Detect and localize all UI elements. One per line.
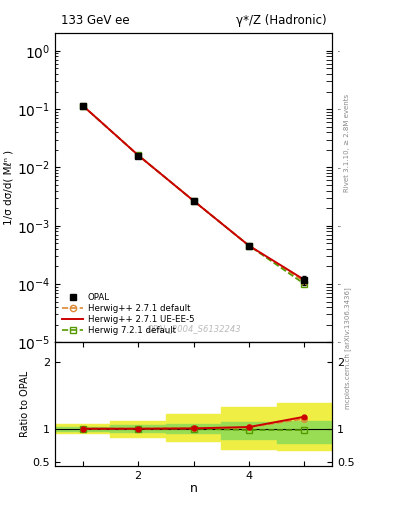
Text: γ*/Z (Hadronic): γ*/Z (Hadronic) bbox=[236, 14, 327, 27]
X-axis label: n: n bbox=[189, 482, 198, 495]
Text: Rivet 3.1.10, ≥ 2.8M events: Rivet 3.1.10, ≥ 2.8M events bbox=[344, 94, 350, 193]
Y-axis label: Ratio to OPAL: Ratio to OPAL bbox=[20, 371, 30, 437]
Text: 133 GeV ee: 133 GeV ee bbox=[61, 14, 129, 27]
Y-axis label: 1/σ dσ/d( Mℓⁿ ): 1/σ dσ/d( Mℓⁿ ) bbox=[4, 150, 14, 225]
Text: OPAL_2004_S6132243: OPAL_2004_S6132243 bbox=[146, 324, 241, 333]
Text: mcplots.cern.ch [arXiv:1306.3436]: mcplots.cern.ch [arXiv:1306.3436] bbox=[344, 287, 351, 409]
Legend: OPAL, Herwig++ 2.7.1 default, Herwig++ 2.7.1 UE-EE-5, Herwig 7.2.1 default: OPAL, Herwig++ 2.7.1 default, Herwig++ 2… bbox=[59, 290, 197, 338]
